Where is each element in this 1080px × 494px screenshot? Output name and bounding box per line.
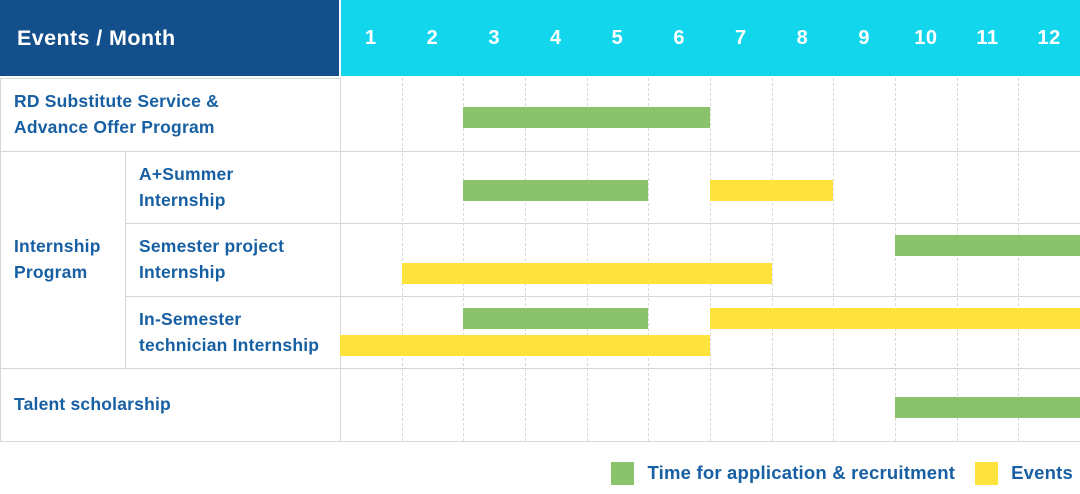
header-title: Events / Month	[17, 25, 176, 50]
month-gridline	[463, 78, 465, 441]
gantt-bar-green-talent-scholarship	[895, 397, 1080, 418]
legend-swatch-yellow	[975, 461, 999, 485]
month-header-2: 2	[426, 26, 439, 49]
legend-swatch-green	[611, 461, 635, 485]
row-label-line: A+Summer	[139, 163, 234, 184]
month-header-9: 9	[858, 26, 870, 49]
month-header-1: 1	[365, 26, 377, 49]
row-divider-line	[125, 295, 1080, 297]
row-label-line: Internship	[139, 189, 226, 210]
column-divider-line	[340, 78, 341, 441]
row-label-line: In-Semester	[139, 308, 242, 329]
group-label-internship-program: Internship Program	[0, 151, 125, 369]
gantt-bar-green-a-plus-summer-internship	[463, 179, 649, 201]
gantt-bar-green-semester-project-internship	[895, 235, 1080, 256]
month-header-4: 4	[550, 26, 562, 49]
events-month-header-cell: Events / Month	[0, 0, 339, 76]
row-label-talent-scholarship: Talent scholarship	[0, 368, 340, 441]
gantt-bar-yellow-in-semester-technician-internship	[710, 307, 1080, 329]
month-gridline	[1018, 78, 1020, 441]
row-label-line: Semester project	[139, 236, 285, 257]
month-gridline	[586, 78, 588, 441]
month-gridline	[401, 78, 403, 441]
row-label-line: Internship	[139, 262, 226, 283]
row-label-semester-project-internship: Semester project Internship	[125, 223, 340, 296]
month-gridline	[771, 78, 773, 441]
row-divider-line	[0, 150, 1080, 152]
row-divider-line	[125, 223, 1080, 224]
legend-label-application: Time for application & recruitment	[647, 462, 956, 483]
gantt-bar-green-rd-substitute-advance-offer	[463, 107, 710, 128]
month-header-strip	[341, 0, 1080, 76]
month-gridline	[648, 78, 650, 441]
column-divider-line	[125, 150, 126, 368]
gantt-bar-yellow-in-semester-technician-internship	[340, 335, 710, 356]
month-gridline	[710, 78, 711, 441]
gantt-bar-yellow-semester-project-internship	[401, 262, 772, 284]
month-gridline	[895, 78, 896, 441]
row-label-line: Talent scholarship	[14, 394, 171, 415]
row-label-line: technician Internship	[139, 334, 320, 355]
legend-item-application: Time for application & recruitment	[611, 461, 956, 485]
month-header-10: 10	[914, 26, 938, 49]
row-label-rd-substitute-advance-offer: RD Substitute Service & Advance Offer Pro…	[0, 78, 340, 151]
legend: Time for application & recruitment Events	[611, 459, 1073, 487]
row-label-line: Advance Offer Program	[14, 117, 215, 138]
month-header-11: 11	[976, 26, 999, 49]
month-gridline	[956, 78, 958, 441]
row-label-in-semester-technician-internship: In-Semester technician Internship	[125, 296, 340, 369]
month-header-7: 7	[735, 26, 747, 49]
group-label-line: Internship	[14, 236, 101, 257]
month-header-8: 8	[796, 26, 809, 49]
gantt-bar-yellow-a-plus-summer-internship	[710, 179, 834, 201]
month-header-12: 12	[1037, 26, 1061, 49]
month-header-6: 6	[673, 26, 685, 49]
month-header-5: 5	[611, 26, 624, 49]
gantt-bar-green-in-semester-technician-internship	[463, 307, 649, 329]
row-label-a-plus-summer-internship: A+Summer Internship	[125, 151, 340, 224]
row-divider-line	[0, 78, 340, 79]
row-divider-line	[0, 440, 1080, 442]
row-divider-line	[0, 368, 1080, 369]
month-header-3: 3	[488, 26, 500, 49]
column-divider-line	[0, 78, 1, 441]
month-gridline	[525, 78, 526, 441]
group-label-line: Program	[14, 262, 88, 283]
legend-label-events: Events	[1011, 462, 1073, 483]
month-gridline	[833, 78, 835, 441]
row-label-line: RD Substitute Service &	[14, 91, 219, 112]
legend-item-events: Events	[975, 461, 1073, 485]
